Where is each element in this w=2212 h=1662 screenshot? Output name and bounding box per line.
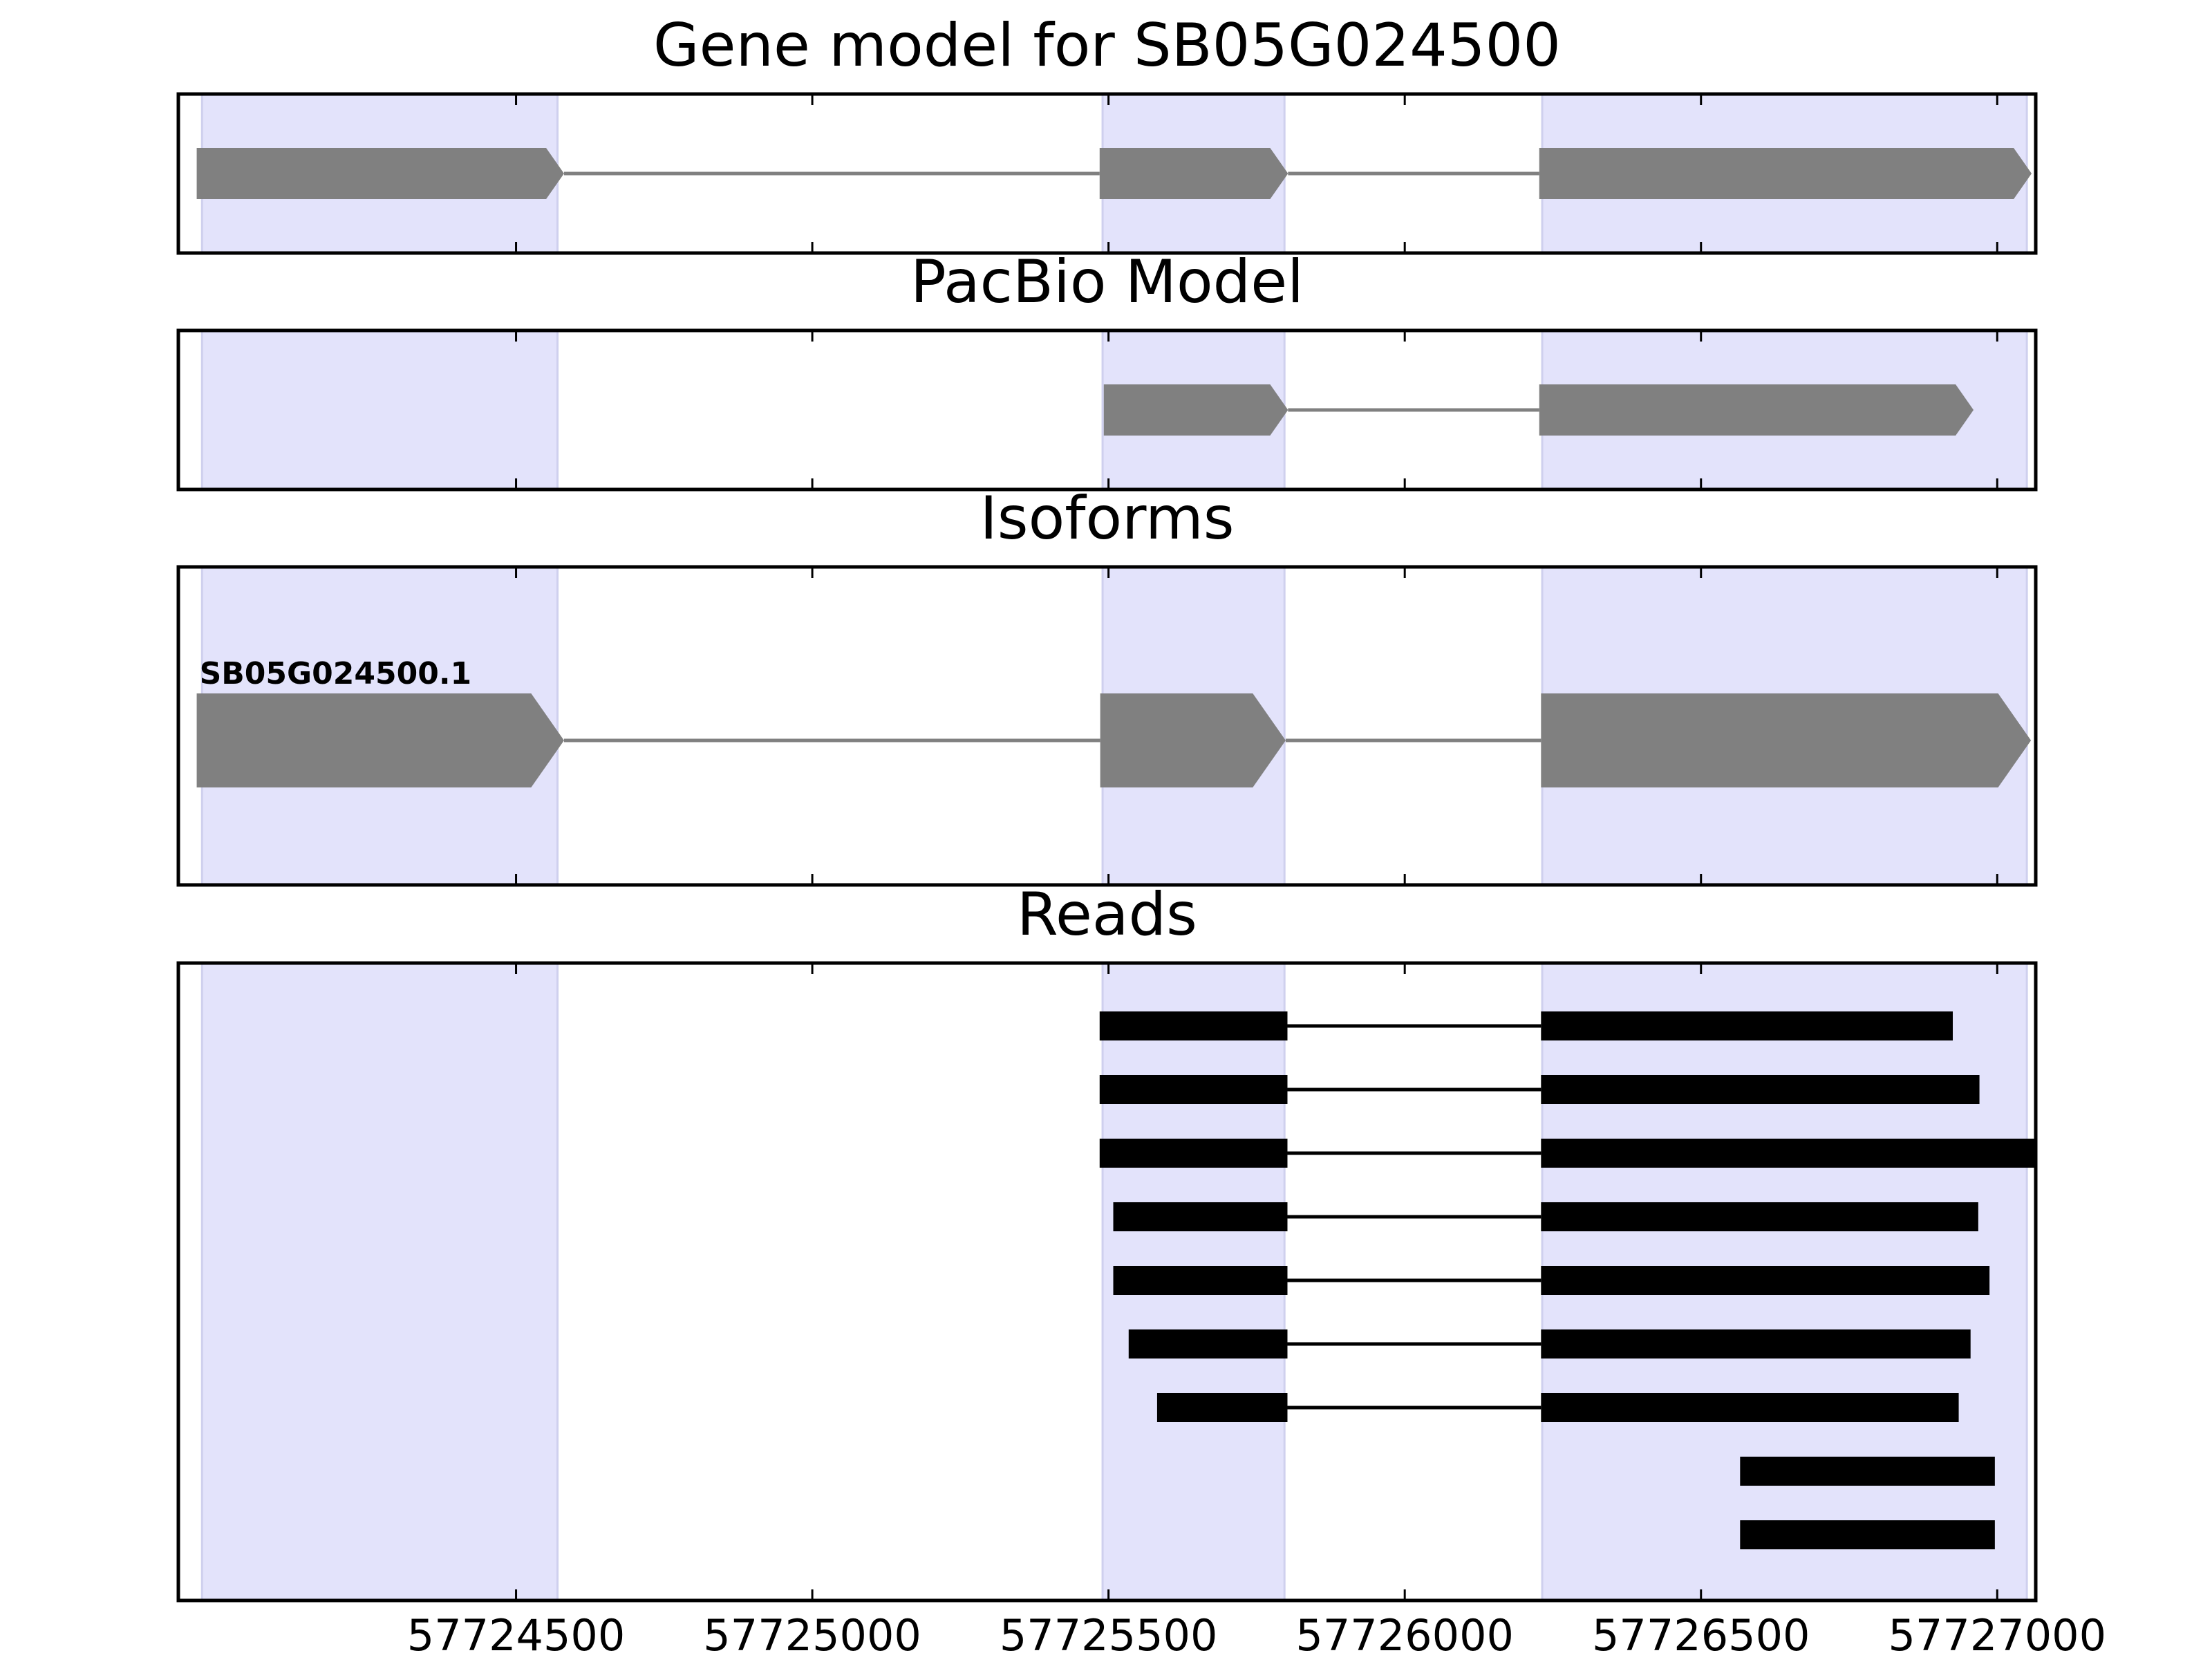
x-tick-label: 57726500 (1592, 1610, 1810, 1659)
panel-frame (176, 92, 2038, 255)
read-block (1156, 1393, 1288, 1422)
read-block (1113, 1266, 1288, 1295)
panel-title: Gene model for SB05G024500 (653, 11, 1561, 80)
exon-block (1541, 693, 2032, 787)
panel-title: Isoforms (980, 484, 1234, 553)
exon-block (1103, 384, 1288, 436)
panel-title: Reads (1017, 880, 1197, 949)
x-tick-label: 57727000 (1888, 1610, 2106, 1659)
shaded-region (200, 962, 559, 1602)
read-block (1541, 1393, 1959, 1422)
read-block (1099, 1011, 1288, 1040)
panel-frame (176, 328, 2038, 492)
read-block (1541, 1266, 1990, 1295)
panel-title: PacBio Model (910, 248, 1304, 317)
shaded-region (200, 329, 559, 491)
exon-block (196, 693, 564, 787)
x-tick-label: 57725000 (703, 1610, 921, 1659)
read-block (1113, 1202, 1288, 1231)
x-tick-label: 57726000 (1295, 1610, 1514, 1659)
panel-3: Reads (176, 880, 2038, 1603)
read-block (1541, 1075, 1980, 1104)
read-block (1541, 1202, 1978, 1231)
read-block (1740, 1457, 1995, 1486)
read-block (1128, 1329, 1288, 1358)
exon-block (196, 148, 564, 199)
read-block (1740, 1520, 1995, 1549)
isoform-label: SB05G024500.1 (200, 656, 472, 691)
panel-frame (176, 565, 2038, 887)
read-block (1541, 1011, 1953, 1040)
read-block (1099, 1139, 1288, 1168)
x-tick-label: 57724500 (407, 1610, 626, 1659)
panel-2: Isoforms SB05G024500.1 (176, 484, 2038, 887)
panel-frame (176, 961, 2038, 1603)
panel-0: Gene model for SB05G024500 (176, 11, 2038, 255)
read-block (1541, 1329, 1971, 1358)
panel-1: PacBio Model (176, 248, 2038, 492)
exon-block (1539, 384, 1974, 436)
x-tick-label: 57725500 (1000, 1610, 1218, 1659)
exon-block (1539, 148, 2032, 199)
read-block (1541, 1139, 2036, 1168)
exon-block (1100, 693, 1286, 787)
exon-block (1099, 148, 1288, 199)
read-block (1099, 1075, 1288, 1104)
